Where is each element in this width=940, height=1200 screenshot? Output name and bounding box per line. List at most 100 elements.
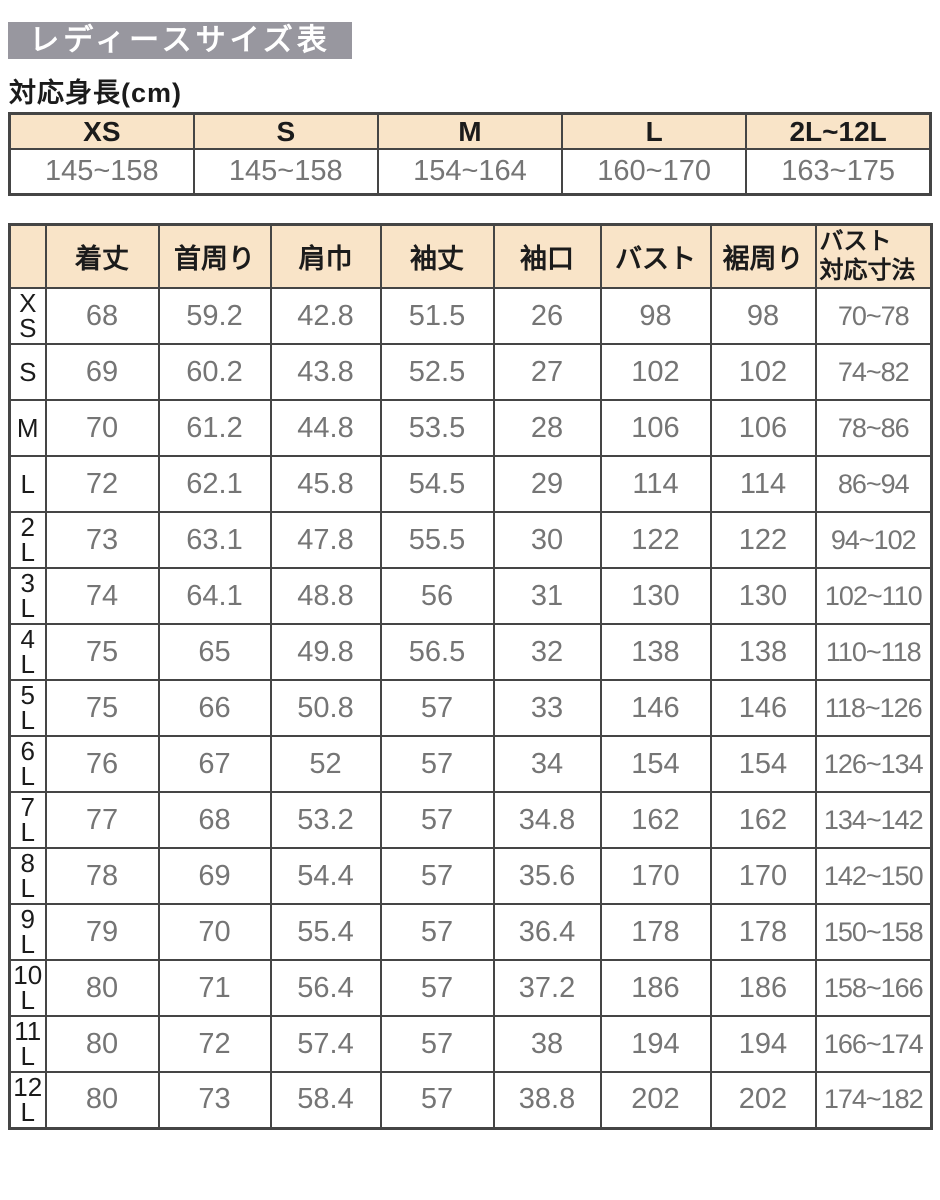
cell-value: 35.6 bbox=[492, 847, 602, 905]
cell-value: 114 bbox=[599, 455, 712, 513]
cell-value: 57 bbox=[379, 679, 495, 737]
row-size-label: S bbox=[8, 343, 47, 401]
height-value-xs: 145~158 bbox=[8, 148, 195, 196]
cell-value: 98 bbox=[709, 287, 817, 345]
cell-value: 53.5 bbox=[379, 399, 495, 457]
cell-value: 70 bbox=[157, 903, 272, 961]
col-header-bust-range-line1: バスト bbox=[819, 228, 892, 256]
cell-value: 102 bbox=[599, 343, 712, 401]
col-header-bust-range: バスト 対応寸法 bbox=[814, 223, 933, 289]
cell-value: 56.4 bbox=[269, 959, 382, 1017]
col-header-body-length: 着丈 bbox=[44, 223, 160, 289]
cell-value: 138 bbox=[599, 623, 712, 681]
table-row-8l: 8 L 78 69 54.4 57 35.6 170 170 142~150 bbox=[8, 847, 933, 905]
cell-value: 178 bbox=[709, 903, 817, 961]
cell-value: 37.2 bbox=[492, 959, 602, 1017]
cell-value: 52.5 bbox=[379, 343, 495, 401]
cell-value: 70 bbox=[44, 399, 160, 457]
cell-value: 28 bbox=[492, 399, 602, 457]
cell-value: 138 bbox=[709, 623, 817, 681]
cell-value: 114 bbox=[709, 455, 817, 513]
height-value-m: 154~164 bbox=[376, 148, 564, 196]
size-table: 着丈 首周り 肩巾 袖丈 袖口 バスト 裾周り バスト 対応寸法 X S 68 59.… bbox=[8, 223, 933, 1130]
cell-value: 38.8 bbox=[492, 1071, 602, 1129]
cell-value: 126~134 bbox=[814, 735, 933, 793]
cell-value: 55.5 bbox=[379, 511, 495, 569]
cell-value: 174~182 bbox=[814, 1071, 933, 1129]
cell-value: 162 bbox=[599, 791, 712, 849]
cell-value: 57 bbox=[379, 959, 495, 1017]
cell-value: 72 bbox=[44, 455, 160, 513]
size-table-body: X S 68 59.2 42.8 51.5 26 98 98 70~78 S 69 60.2 43.8 52… bbox=[8, 287, 933, 1129]
cell-value: 68 bbox=[44, 287, 160, 345]
row-size-label: 10 L bbox=[8, 959, 47, 1017]
cell-value: 36.4 bbox=[492, 903, 602, 961]
height-value-2l-12l: 163~175 bbox=[745, 148, 932, 196]
page-title: レディースサイズ表 bbox=[8, 22, 352, 59]
cell-value: 62.1 bbox=[157, 455, 272, 513]
cell-value: 186 bbox=[599, 959, 712, 1017]
cell-value: 44.8 bbox=[269, 399, 382, 457]
cell-value: 49.8 bbox=[269, 623, 382, 681]
cell-value: 61.2 bbox=[157, 399, 272, 457]
cell-value: 170 bbox=[599, 847, 712, 905]
cell-value: 130 bbox=[709, 567, 817, 625]
cell-value: 57 bbox=[379, 791, 495, 849]
cell-value: 80 bbox=[44, 959, 160, 1017]
cell-value: 30 bbox=[492, 511, 602, 569]
size-table-header-row: 着丈 首周り 肩巾 袖丈 袖口 バスト 裾周り バスト 対応寸法 bbox=[8, 223, 933, 289]
cell-value: 122 bbox=[709, 511, 817, 569]
cell-value: 194 bbox=[709, 1015, 817, 1073]
cell-value: 80 bbox=[44, 1071, 160, 1129]
col-header-bust-range-line2: 対応寸法 bbox=[819, 256, 916, 284]
table-row-xs: X S 68 59.2 42.8 51.5 26 98 98 70~78 bbox=[8, 287, 933, 345]
cell-value: 150~158 bbox=[814, 903, 933, 961]
cell-value: 56 bbox=[379, 567, 495, 625]
cell-value: 77 bbox=[44, 791, 160, 849]
cell-value: 69 bbox=[44, 343, 160, 401]
cell-value: 53.2 bbox=[269, 791, 382, 849]
cell-value: 68 bbox=[157, 791, 272, 849]
cell-value: 146 bbox=[599, 679, 712, 737]
table-row-6l: 6 L 76 67 52 57 34 154 154 126~134 bbox=[8, 735, 933, 793]
height-table: XS S M L 2L~12L 145~158 145~158 154~164 … bbox=[8, 112, 932, 196]
cell-value: 48.8 bbox=[269, 567, 382, 625]
cell-value: 94~102 bbox=[814, 511, 933, 569]
cell-value: 57 bbox=[379, 903, 495, 961]
table-row-12l: 12 L 80 73 58.4 57 38.8 202 202 174~182 bbox=[8, 1071, 933, 1129]
cell-value: 79 bbox=[44, 903, 160, 961]
cell-value: 45.8 bbox=[269, 455, 382, 513]
height-value-s: 145~158 bbox=[192, 148, 379, 196]
row-size-label: L bbox=[8, 455, 47, 513]
cell-value: 75 bbox=[44, 623, 160, 681]
col-header-bust: バスト bbox=[599, 223, 712, 289]
cell-value: 154 bbox=[599, 735, 712, 793]
cell-value: 122 bbox=[599, 511, 712, 569]
cell-value: 57.4 bbox=[269, 1015, 382, 1073]
table-row-2l: 2 L 73 63.1 47.8 55.5 30 122 122 94~102 bbox=[8, 511, 933, 569]
cell-value: 57 bbox=[379, 1015, 495, 1073]
cell-value: 50.8 bbox=[269, 679, 382, 737]
height-col-l: L bbox=[561, 112, 748, 150]
table-row-10l: 10 L 80 71 56.4 57 37.2 186 186 158~166 bbox=[8, 959, 933, 1017]
cell-value: 57 bbox=[379, 1071, 495, 1129]
cell-value: 51.5 bbox=[379, 287, 495, 345]
table-row-3l: 3 L 74 64.1 48.8 56 31 130 130 102~110 bbox=[8, 567, 933, 625]
cell-value: 57 bbox=[379, 735, 495, 793]
cell-value: 73 bbox=[157, 1071, 272, 1129]
row-size-label: 12 L bbox=[8, 1071, 47, 1129]
cell-value: 72 bbox=[157, 1015, 272, 1073]
cell-value: 186 bbox=[709, 959, 817, 1017]
table-row-m: M 70 61.2 44.8 53.5 28 106 106 78~86 bbox=[8, 399, 933, 457]
cell-value: 178 bbox=[599, 903, 712, 961]
col-header-sleeve-length: 袖丈 bbox=[379, 223, 495, 289]
cell-value: 27 bbox=[492, 343, 602, 401]
cell-value: 98 bbox=[599, 287, 712, 345]
cell-value: 66 bbox=[157, 679, 272, 737]
